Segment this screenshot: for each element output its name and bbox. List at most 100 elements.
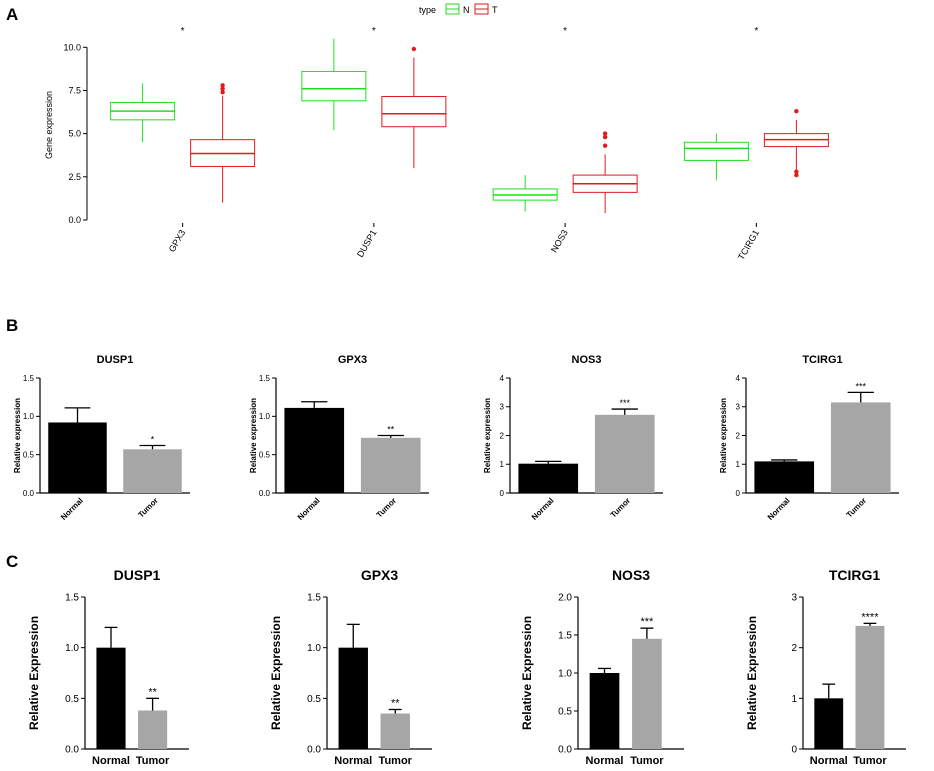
panel-a-x-tick-label: TCIRG1 xyxy=(736,228,761,262)
panel-a-y-label: Gene expression xyxy=(44,91,54,159)
bar-normal xyxy=(284,407,345,493)
panel-a-x-tick-label: GPX3 xyxy=(167,228,188,254)
bar-group-tumor: **** Tumor xyxy=(853,611,887,767)
bar-group-tumor: *** Tumor xyxy=(630,616,664,767)
panel-a-box-tcirg1-n xyxy=(683,133,749,181)
panel-b-bar-chart-nos3: NOS3 0 1 2 3 4 Relative expression Normal *** Tum… xyxy=(483,354,663,522)
panel-b-bar-chart-tcirg1: TCIRG1 0 1 2 3 4 Relative expression Normal *** T… xyxy=(719,354,899,522)
x-tick-label: Normal xyxy=(334,755,372,767)
y-tick-label: 3 xyxy=(791,593,797,604)
y-tick-label: 0.5 xyxy=(558,707,572,718)
significance-label: *** xyxy=(640,616,654,628)
panel-a-y-tick-label: 7.5 xyxy=(68,85,81,95)
y-tick-label: 4 xyxy=(736,374,741,383)
y-tick-label: 0 xyxy=(736,489,741,498)
box-body xyxy=(381,96,447,128)
bar-tumor xyxy=(138,710,168,749)
x-tick-label: Normal xyxy=(810,755,848,767)
panel-a-x-tick-label: NOS3 xyxy=(549,228,570,254)
legend-label-n: N xyxy=(463,5,470,15)
y-tick-label: 4 xyxy=(500,374,505,383)
y-tick-label: 1.5 xyxy=(558,631,572,642)
panel-a-box-dusp1-t xyxy=(381,46,447,169)
x-tick-label: Tumor xyxy=(630,755,664,767)
x-tick-label: Normal xyxy=(92,755,130,767)
y-tick-label: 1 xyxy=(791,694,797,705)
bar-group-normal: Normal xyxy=(48,407,107,522)
bar-tumor xyxy=(380,713,410,749)
chart-title: NOS3 xyxy=(612,567,650,583)
x-tick-label: Normal xyxy=(766,496,792,522)
panel-a-significance: * xyxy=(372,26,376,37)
y-tick-label: 1.0 xyxy=(259,412,271,421)
panel-a-y-tick-label: 2.5 xyxy=(68,172,81,182)
bar-group-tumor: ** Tumor xyxy=(360,425,421,520)
panel-c-bar-chart-dusp1: DUSP1 0.0 0.5 1.0 1.5 Relative Expression Norm… xyxy=(27,567,189,767)
y-tick-label: 2 xyxy=(791,643,797,654)
y-tick-label: 1 xyxy=(500,460,505,469)
box-body xyxy=(301,70,367,102)
x-tick-label: Tumor xyxy=(136,755,170,767)
box-outlier xyxy=(220,89,225,95)
panel-a-x-tick-label: DUSP1 xyxy=(355,228,379,259)
y-tick-label: 0.0 xyxy=(23,489,35,498)
x-tick-label: Tumor xyxy=(379,755,413,767)
panel-label-b: B xyxy=(6,316,18,335)
bar-normal xyxy=(338,647,368,749)
bar-normal xyxy=(518,463,579,493)
y-axis-label: Relative expression xyxy=(483,398,492,473)
panel-a-boxplot: 0.0 2.5 5.0 7.5 10.0 Gene expression GPX3 * DUSP… xyxy=(44,26,829,262)
bar-normal xyxy=(589,673,620,749)
box-outlier xyxy=(794,108,799,114)
y-tick-label: 0.5 xyxy=(307,694,321,705)
panel-c-bar-chart-nos3: NOS3 0.0 0.5 1.0 1.5 2.0 Relative Expression No… xyxy=(520,567,684,767)
x-tick-label: Normal xyxy=(530,496,556,522)
y-axis-label: Relative Expression xyxy=(745,616,759,730)
y-axis-label: Relative Expression xyxy=(269,616,283,730)
box-outlier xyxy=(220,83,225,88)
chart-title: NOS3 xyxy=(572,354,602,366)
box-outlier xyxy=(411,46,417,52)
bar-group-tumor: ** Tumor xyxy=(136,686,170,767)
bar-group-normal: Normal xyxy=(518,460,579,522)
y-tick-label: 1.5 xyxy=(65,593,79,604)
panel-c-bar-chart-tcirg1: TCIRG1 0 1 2 3 Relative Expression Normal **** T… xyxy=(745,567,906,767)
y-tick-label: 0.0 xyxy=(558,745,572,756)
bar-normal xyxy=(48,422,107,493)
y-tick-label: 2 xyxy=(736,431,741,440)
y-tick-label: 1.0 xyxy=(558,669,572,680)
box-body xyxy=(683,141,749,161)
panel-a-box-tcirg1-t xyxy=(763,108,829,178)
box-outlier xyxy=(602,134,608,140)
box-outlier xyxy=(602,143,608,148)
x-tick-label: Normal xyxy=(296,496,322,522)
charts: 0.0 2.5 5.0 7.5 1 0.0 Gene expression GPX3 * DUSP… xyxy=(13,26,906,767)
y-axis-label: Relative expression xyxy=(249,398,258,473)
significance-label: * xyxy=(151,434,155,444)
box-outlier xyxy=(794,169,799,174)
significance-label: ** xyxy=(148,686,157,698)
significance-label: *** xyxy=(855,381,866,391)
box-outlier xyxy=(794,172,799,178)
panel-b-bar-chart-gpx3: GPX3 0.0 0.5 1.0 1.5 Relative expression Norma… xyxy=(249,354,429,522)
chart-title: DUSP1 xyxy=(114,567,161,583)
panel-a-y-tick-label: 5.0 xyxy=(68,129,81,139)
x-tick-label: Tumor xyxy=(375,496,399,520)
y-tick-label: 0.0 xyxy=(65,745,79,756)
y-tick-label: 0.0 xyxy=(307,745,321,756)
bar-tumor xyxy=(360,437,421,493)
bar-tumor xyxy=(123,449,182,493)
significance-label: ** xyxy=(387,425,395,435)
bar-group-normal: Normal xyxy=(334,623,372,767)
y-tick-label: 1.0 xyxy=(65,643,79,654)
panel-a-y-tick-label: 0.0 xyxy=(68,215,81,225)
y-tick-label: 1.0 xyxy=(23,412,35,421)
y-tick-label: 0.5 xyxy=(23,450,35,459)
bar-normal xyxy=(754,461,815,493)
panel-a-significance: * xyxy=(754,26,758,37)
panel-label-c: C xyxy=(6,552,18,571)
bar-group-normal: Normal xyxy=(284,401,345,522)
bar-normal xyxy=(814,698,844,749)
significance-label: *** xyxy=(619,398,630,408)
